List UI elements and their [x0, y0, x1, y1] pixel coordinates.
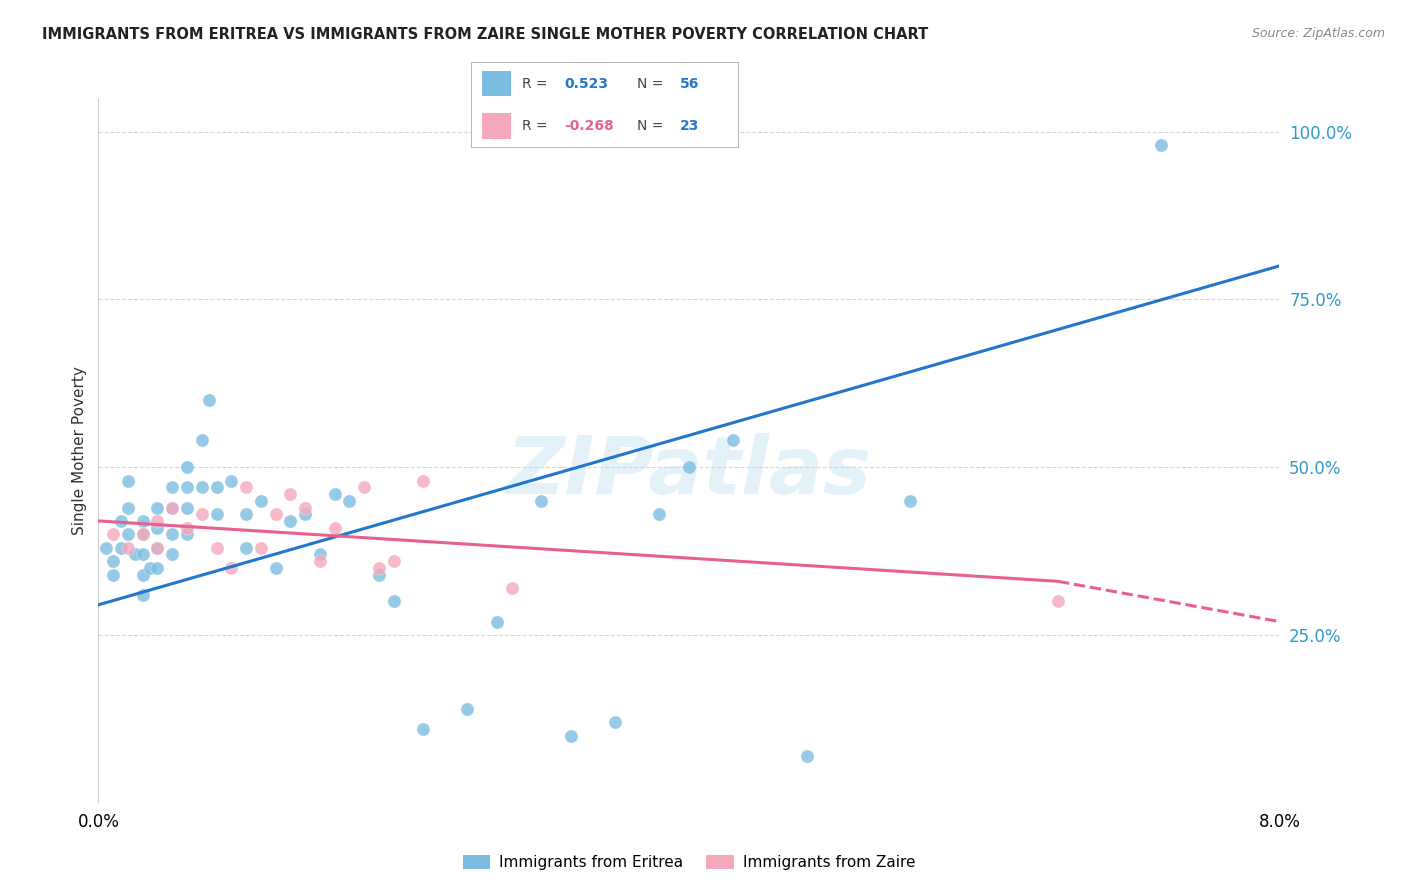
Point — [205, 541, 228, 555]
Point — [146, 521, 169, 535]
Point — [146, 541, 169, 555]
Point — [176, 480, 198, 494]
Point — [103, 567, 125, 582]
Point — [198, 393, 221, 408]
Point — [323, 487, 346, 501]
Point — [146, 561, 169, 575]
Point — [110, 514, 132, 528]
Text: N =: N = — [637, 77, 664, 91]
Text: 56: 56 — [679, 77, 699, 91]
Point — [309, 554, 332, 568]
Point — [412, 722, 434, 736]
Point — [117, 541, 139, 555]
Point — [457, 702, 479, 716]
Point — [132, 588, 155, 602]
FancyBboxPatch shape — [482, 113, 512, 139]
Point — [132, 527, 155, 541]
Point — [146, 514, 169, 528]
Text: 0.523: 0.523 — [565, 77, 609, 91]
Point — [648, 507, 671, 521]
Text: Source: ZipAtlas.com: Source: ZipAtlas.com — [1251, 27, 1385, 40]
Point — [132, 514, 155, 528]
Point — [162, 548, 183, 562]
Point — [191, 480, 214, 494]
Point — [501, 581, 523, 595]
Point — [146, 541, 169, 555]
Point — [103, 554, 125, 568]
Point — [176, 521, 198, 535]
Point — [900, 493, 922, 508]
Point — [368, 567, 391, 582]
Point — [235, 507, 257, 521]
Point — [162, 500, 183, 515]
Point — [235, 541, 257, 555]
Point — [221, 561, 243, 575]
Point — [382, 594, 405, 608]
Text: ZIPatlas: ZIPatlas — [506, 433, 872, 510]
Point — [1046, 594, 1070, 608]
Point — [323, 521, 346, 535]
Point — [139, 561, 162, 575]
Point — [221, 474, 243, 488]
Point — [205, 480, 228, 494]
Point — [103, 527, 125, 541]
Text: N =: N = — [637, 119, 664, 133]
Point — [110, 541, 132, 555]
Point — [309, 548, 332, 562]
Point — [294, 507, 316, 521]
Point — [146, 500, 169, 515]
Point — [94, 541, 117, 555]
Point — [280, 487, 302, 501]
Point — [124, 548, 146, 562]
Point — [162, 527, 183, 541]
Point — [117, 527, 139, 541]
Point — [560, 729, 582, 743]
Point — [605, 715, 627, 730]
Point — [176, 460, 198, 475]
Point — [191, 434, 214, 448]
Legend: Immigrants from Eritrea, Immigrants from Zaire: Immigrants from Eritrea, Immigrants from… — [457, 849, 921, 877]
Text: R =: R = — [522, 119, 547, 133]
Point — [132, 548, 155, 562]
Point — [176, 500, 198, 515]
Point — [1150, 138, 1173, 153]
Point — [678, 460, 700, 475]
Point — [723, 434, 745, 448]
Point — [205, 507, 228, 521]
Point — [796, 748, 818, 763]
Point — [353, 480, 375, 494]
Point — [176, 527, 198, 541]
Point — [382, 554, 405, 568]
Point — [339, 493, 361, 508]
Point — [191, 507, 214, 521]
Point — [132, 567, 155, 582]
Point — [235, 480, 257, 494]
Point — [117, 474, 139, 488]
Text: 23: 23 — [679, 119, 699, 133]
Point — [264, 561, 287, 575]
Point — [117, 500, 139, 515]
Point — [132, 527, 155, 541]
Text: -0.268: -0.268 — [565, 119, 614, 133]
Point — [280, 514, 302, 528]
Point — [486, 615, 509, 629]
Point — [530, 493, 553, 508]
FancyBboxPatch shape — [482, 71, 512, 96]
Point — [412, 474, 434, 488]
Point — [250, 541, 273, 555]
Point — [264, 507, 287, 521]
Point — [162, 500, 183, 515]
Point — [162, 480, 183, 494]
Text: R =: R = — [522, 77, 547, 91]
Y-axis label: Single Mother Poverty: Single Mother Poverty — [72, 366, 87, 535]
Point — [368, 561, 391, 575]
Text: IMMIGRANTS FROM ERITREA VS IMMIGRANTS FROM ZAIRE SINGLE MOTHER POVERTY CORRELATI: IMMIGRANTS FROM ERITREA VS IMMIGRANTS FR… — [42, 27, 928, 42]
Point — [250, 493, 273, 508]
Point — [294, 500, 316, 515]
